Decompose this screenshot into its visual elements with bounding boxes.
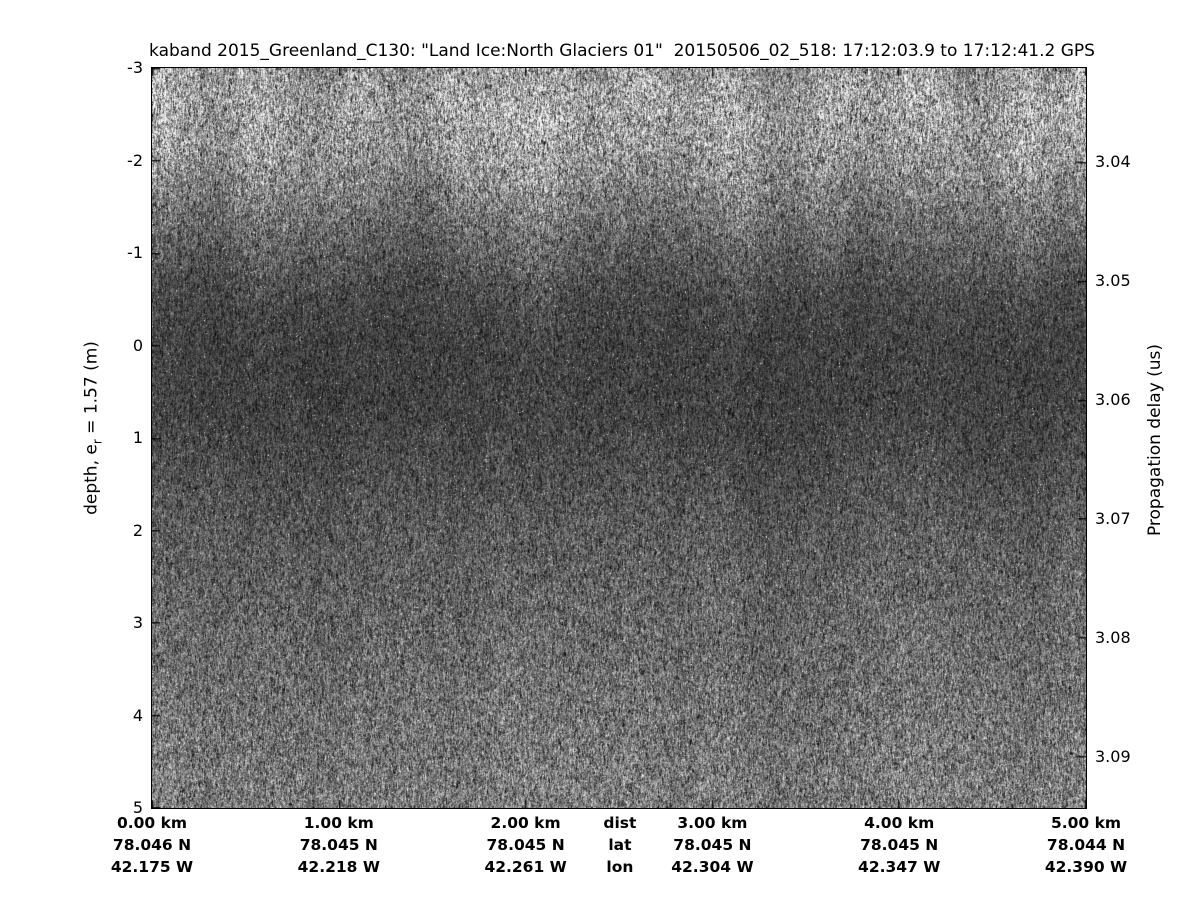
left-axis-label-pre: depth, e [81, 444, 102, 515]
distance-column-5: 5.00 km 78.044 N 42.390 W [1045, 812, 1127, 878]
distance-column-3: 3.00 km 78.045 N 42.304 W [671, 812, 753, 878]
left-axis-tick-label: -2 [127, 150, 143, 170]
echogram-image [152, 68, 1086, 808]
distance-column-1-lat: 78.045 N [299, 836, 378, 854]
distance-column-4-lon: 42.347 W [858, 858, 941, 876]
left-axis-label: depth, er = 1.57 (m) [82, 341, 105, 515]
distance-column-5-dist: 5.00 km [1050, 814, 1122, 832]
distance-column-0-dist: 0.00 km [116, 814, 188, 832]
distance-column-2-lon: 42.261 W [484, 858, 567, 876]
right-axis-tick-label: 3.07 [1095, 509, 1131, 529]
left-axis-tick-label: -1 [127, 243, 143, 262]
left-axis-tick-label: 0 [132, 335, 143, 355]
axis-row-headers-lat: lat [608, 836, 632, 854]
right-axis-tick-label: 3.04 [1095, 151, 1131, 171]
distance-column-0-lon: 42.175 W [110, 858, 194, 876]
distance-column-2: 2.00 km 78.045 N 42.261 W [484, 812, 566, 878]
distance-column-3-lat: 78.045 N [673, 836, 752, 854]
distance-column-4-dist: 4.00 km [864, 814, 935, 832]
distance-column-2-dist: 2.00 km [490, 814, 561, 832]
distance-column-3-lon: 42.304 W [671, 858, 754, 876]
axis-row-headers-lon: lon [606, 858, 634, 876]
distance-column-4: 4.00 km 78.045 N 42.347 W [858, 812, 940, 878]
right-axis-tick-label: 3.09 [1095, 747, 1131, 766]
plot-area [151, 67, 1087, 809]
distance-column-3-dist: 3.00 km [677, 814, 748, 832]
left-axis-tick-label: 1 [132, 428, 143, 447]
distance-column-1-dist: 1.00 km [303, 814, 374, 832]
left-axis-label-post: = 1.57 (m) [81, 341, 102, 440]
distance-column-5-lon: 42.390 W [1044, 858, 1128, 876]
axis-row-headers-dist: dist [603, 814, 637, 832]
distance-column-0-lat: 78.046 N [112, 836, 192, 854]
figure-title: kaband 2015_Greenland_C130: "Land Ice:No… [149, 41, 1095, 61]
distance-column-1: 1.00 km 78.045 N 42.218 W [298, 812, 380, 878]
left-axis-tick-label: 2 [132, 520, 143, 540]
left-axis-tick-label: 5 [132, 798, 143, 817]
right-axis-tick-label: 3.05 [1095, 270, 1131, 290]
right-axis-tick-label: 3.06 [1095, 389, 1131, 409]
left-axis-tick-label: -3 [127, 58, 143, 77]
axis-row-headers: dist lat lon [603, 812, 636, 878]
distance-column-0: 0.00 km 78.046 N 42.175 W [111, 812, 193, 878]
left-axis-tick-label: 4 [132, 705, 143, 725]
right-axis-tick-label: 3.08 [1095, 628, 1131, 648]
left-axis-tick-label: 3 [132, 613, 143, 632]
distance-column-5-lat: 78.044 N [1046, 836, 1126, 854]
distance-column-2-lat: 78.045 N [486, 836, 565, 854]
distance-column-4-lat: 78.045 N [860, 836, 939, 854]
distance-column-1-lon: 42.218 W [297, 858, 380, 876]
right-axis-label: Propagation delay (us) [1145, 343, 1165, 537]
